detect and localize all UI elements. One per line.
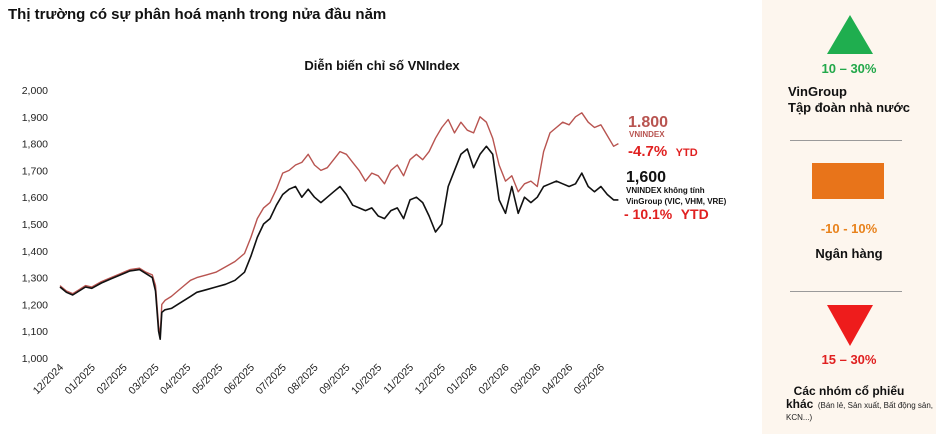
x-tick-label: 01/2026: [444, 362, 479, 397]
y-tick-label: 1,900: [22, 112, 48, 124]
y-axis-ticks: 1,000 1,100 1,200 1,300 1,400 1,500 1,600 1,700…: [22, 85, 48, 365]
x-tick-label: 10/2025: [349, 362, 384, 397]
x-axis-ticks: 12/202401/202502/202503/202504/202505/20…: [31, 362, 607, 397]
annotation-exvin-ytd-value: - 10.1%: [624, 206, 673, 222]
y-tick-label: 1,600: [22, 192, 48, 204]
triangle-up-icon: [827, 15, 873, 54]
annotation-vnindex-ytd: -4.7% YTD: [628, 143, 698, 160]
series-line-vnindex-ex-vingroup: [59, 145, 619, 341]
group-banks-name: Ngân hàng: [815, 246, 883, 261]
series-line-vnindex: [59, 112, 619, 336]
annotation-vnindex-ytd-value: -4.7%: [628, 143, 667, 160]
annotation-exvin-ytd: - 10.1% YTD: [624, 206, 709, 223]
x-tick-label: 04/2025: [158, 362, 193, 397]
x-tick-label: 06/2025: [222, 362, 257, 397]
x-tick-label: 03/2026: [508, 362, 543, 397]
series-lines: [59, 112, 619, 341]
x-tick-label: 11/2025: [381, 362, 416, 397]
panel-divider: [790, 140, 902, 141]
y-tick-label: 1,700: [22, 165, 48, 177]
x-tick-label: 04/2026: [540, 362, 575, 397]
chart-title: Diễn biến chỉ số VNIndex: [304, 58, 460, 73]
x-tick-label: 09/2025: [317, 362, 352, 397]
y-tick-label: 1,500: [22, 219, 48, 231]
group-vingroup-range: 10 – 30%: [821, 61, 877, 76]
vnindex-chart: Diễn biến chỉ số VNIndex 1,000 1,100 1,200…: [22, 58, 727, 397]
square-icon: [812, 163, 884, 199]
y-tick-label: 1,200: [22, 299, 48, 311]
group-banks-range: -10 - 10%: [820, 221, 878, 236]
y-tick-label: 1,400: [22, 246, 48, 258]
x-tick-label: 07/2025: [254, 362, 289, 397]
group-vingroup-name: VinGroup: [788, 84, 847, 99]
annotation-exvin-label-line2: VinGroup (VIC, VHM, VRE): [626, 197, 727, 206]
sector-performance-panel: 10 – 30% VinGroup Tập đoàn nhà nước -10 …: [762, 0, 936, 434]
panel-divider: [790, 291, 902, 292]
x-tick-label: 01/2025: [63, 362, 98, 397]
group-others-detail: (Bán lẻ, Sản xuất, Bất động sản, KCN...): [786, 401, 933, 422]
annotation-vnindex-value: 1.800: [628, 114, 668, 131]
y-tick-label: 1,100: [22, 326, 48, 338]
x-tick-label: 08/2025: [285, 362, 320, 397]
annotation-vnindex-ytd-suffix: YTD: [676, 147, 698, 159]
group-others-name-line2: khác: [786, 397, 814, 411]
x-tick-label: 05/2026: [572, 362, 607, 397]
triangle-down-icon: [827, 305, 873, 346]
y-tick-label: 1,800: [22, 139, 48, 151]
page-title: Thị trường có sự phân hoá mạnh trong nửa…: [8, 6, 387, 23]
x-tick-label: 02/2026: [476, 362, 511, 397]
x-tick-label: 12/2024: [31, 362, 66, 397]
x-tick-label: 02/2025: [94, 362, 129, 397]
group-others-range: 15 – 30%: [821, 352, 877, 367]
annotation-exvin-ytd-suffix: YTD: [681, 206, 709, 222]
group-state-owned-name: Tập đoàn nhà nước: [788, 100, 910, 115]
x-tick-label: 05/2025: [190, 362, 225, 397]
group-others-detail-row: khác (Bán lẻ, Sản xuất, Bất động sản, KC…: [786, 397, 934, 423]
annotation-vnindex-label: VNINDEX: [629, 130, 665, 139]
annotation-exvin-label-line1: VNINDEX không tính: [626, 186, 705, 195]
annotation-exvin-value: 1,600: [626, 169, 666, 186]
y-tick-label: 1,000: [22, 353, 48, 365]
x-tick-label: 03/2025: [126, 362, 161, 397]
x-tick-label: 12/2025: [413, 362, 448, 397]
group-others-name: Các nhóm cổ phiếu: [793, 384, 905, 398]
y-tick-label: 1,300: [22, 273, 48, 285]
y-tick-label: 2,000: [22, 85, 48, 97]
